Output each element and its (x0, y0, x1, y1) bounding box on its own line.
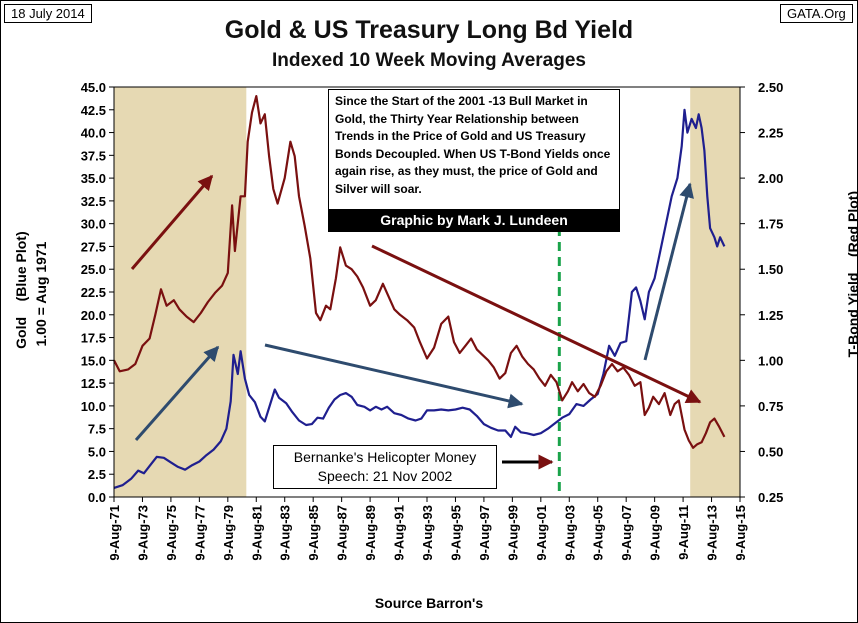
left-tick-label: 15.0 (81, 353, 106, 368)
source-site-label: GATA.Org (780, 4, 853, 23)
right-tick-label: 0.25 (758, 490, 783, 505)
shaded-period-0 (114, 87, 247, 497)
chart-title: Gold & US Treasury Long Bd Yield (224, 16, 634, 44)
plot-border (113, 86, 741, 498)
right-tick-label: 1.25 (758, 308, 783, 323)
right-tick-label: 1.00 (758, 353, 783, 368)
x-tick-label: 9-Aug-03 (562, 505, 577, 561)
left-tick-label: 40.0 (81, 126, 106, 141)
left-tick-label: 17.5 (81, 331, 106, 346)
left-tick-label: 37.5 (81, 148, 106, 163)
right-tick-label: 2.00 (758, 171, 783, 186)
x-tick-label: 9-Aug-79 (221, 505, 236, 561)
note-text: Since the Start of the 2001 -13 Bull Mar… (335, 94, 611, 196)
left-tick-label: 25.0 (81, 262, 106, 277)
chart-subtitle: Indexed 10 Week Moving Averages (272, 50, 586, 71)
date-label: 18 July 2014 (4, 4, 92, 23)
x-tick-label: 9-Aug-15 (733, 505, 748, 561)
x-tick-label: 9-Aug-71 (107, 505, 122, 561)
left-tick-label: 42.5 (81, 103, 106, 118)
x-tick-label: 9-Aug-85 (306, 505, 321, 561)
right-tick-label: 0.50 (758, 444, 783, 459)
x-tick-label: 9-Aug-77 (192, 505, 207, 561)
x-tick-label: 9-Aug-91 (392, 505, 407, 561)
right-tick-label: 2.25 (758, 126, 783, 141)
bond-yield-series-line (113, 95, 726, 449)
x-tick-label: 9-Aug-83 (278, 505, 293, 561)
gold-series-line (113, 108, 726, 489)
left-tick-label: 27.5 (81, 239, 106, 254)
x-axis-title: Source Barron's (374, 595, 484, 611)
left-axis-title: Gold (Blue Plot) 1.00 = Aug 1971 (0, 179, 49, 409)
left-tick-label: 10.0 (81, 399, 106, 414)
x-tick-label: 9-Aug-75 (164, 505, 179, 561)
shaded-period-1 (690, 87, 740, 497)
left-tick-label: 45.0 (81, 80, 106, 95)
x-tick-label: 9-Aug-87 (335, 505, 350, 561)
right-axis-title-text: T-Bond Yield (Red Plot) 1.00 = Aug 1971 (845, 190, 858, 358)
left-tick-label: 35.0 (81, 171, 106, 186)
right-tick-label: 1.50 (758, 262, 783, 277)
event-text: Bernanke's Helicopter Money Speech: 21 N… (293, 449, 477, 484)
right-tick-label: 0.75 (758, 399, 783, 414)
x-tick-label: 9-Aug-95 (448, 505, 463, 561)
credit-text: Graphic by Mark J. Lundeen (380, 212, 568, 228)
left-tick-label: 32.5 (81, 194, 106, 209)
right-tick-label: 2.50 (758, 80, 783, 95)
trend-arrow-up-blue (134, 345, 220, 441)
credit-banner: Graphic by Mark J. Lundeen (328, 209, 620, 232)
x-tick-label: 9-Aug-09 (648, 505, 663, 561)
x-tick-label: 9-Aug-05 (591, 505, 606, 561)
trend-arrow-up-blue-2 (643, 182, 694, 361)
note-box: Since the Start of the 2001 -13 Bull Mar… (328, 89, 620, 211)
trend-arrow-up-red (130, 174, 214, 270)
right-tick-label: 1.75 (758, 217, 783, 232)
left-tick-label: 20.0 (81, 308, 106, 323)
x-tick-label: 9-Aug-11 (676, 505, 691, 560)
x-tick-label: 9-Aug-07 (619, 505, 634, 561)
left-axis-title-text: Gold (Blue Plot) 1.00 = Aug 1971 (13, 231, 49, 349)
x-tick-label: 9-Aug-73 (135, 505, 150, 561)
left-tick-label: 2.5 (88, 467, 106, 482)
trend-arrow-down-blue (264, 343, 524, 409)
left-tick-label: 30.0 (81, 217, 106, 232)
left-tick-label: 22.5 (81, 285, 106, 300)
left-tick-label: 7.5 (88, 422, 106, 437)
x-tick-label: 9-Aug-93 (420, 505, 435, 561)
x-tick-label: 9-Aug-99 (505, 505, 520, 561)
x-tick-label: 9-Aug-89 (363, 505, 378, 561)
x-tick-label: 9-Aug-97 (477, 505, 492, 561)
left-tick-label: 5.0 (88, 444, 106, 459)
x-tick-label: 9-Aug-01 (534, 505, 549, 561)
trend-arrow-down-red (371, 244, 702, 404)
event-box: Bernanke's Helicopter Money Speech: 21 N… (273, 445, 497, 489)
right-axis-title: T-Bond Yield (Red Plot) 1.00 = Aug 1971 (823, 143, 858, 413)
left-tick-label: 12.5 (81, 376, 106, 391)
left-tick-label: 0.0 (88, 490, 106, 505)
x-tick-label: 9-Aug-13 (705, 505, 720, 561)
x-tick-label: 9-Aug-81 (249, 505, 264, 561)
